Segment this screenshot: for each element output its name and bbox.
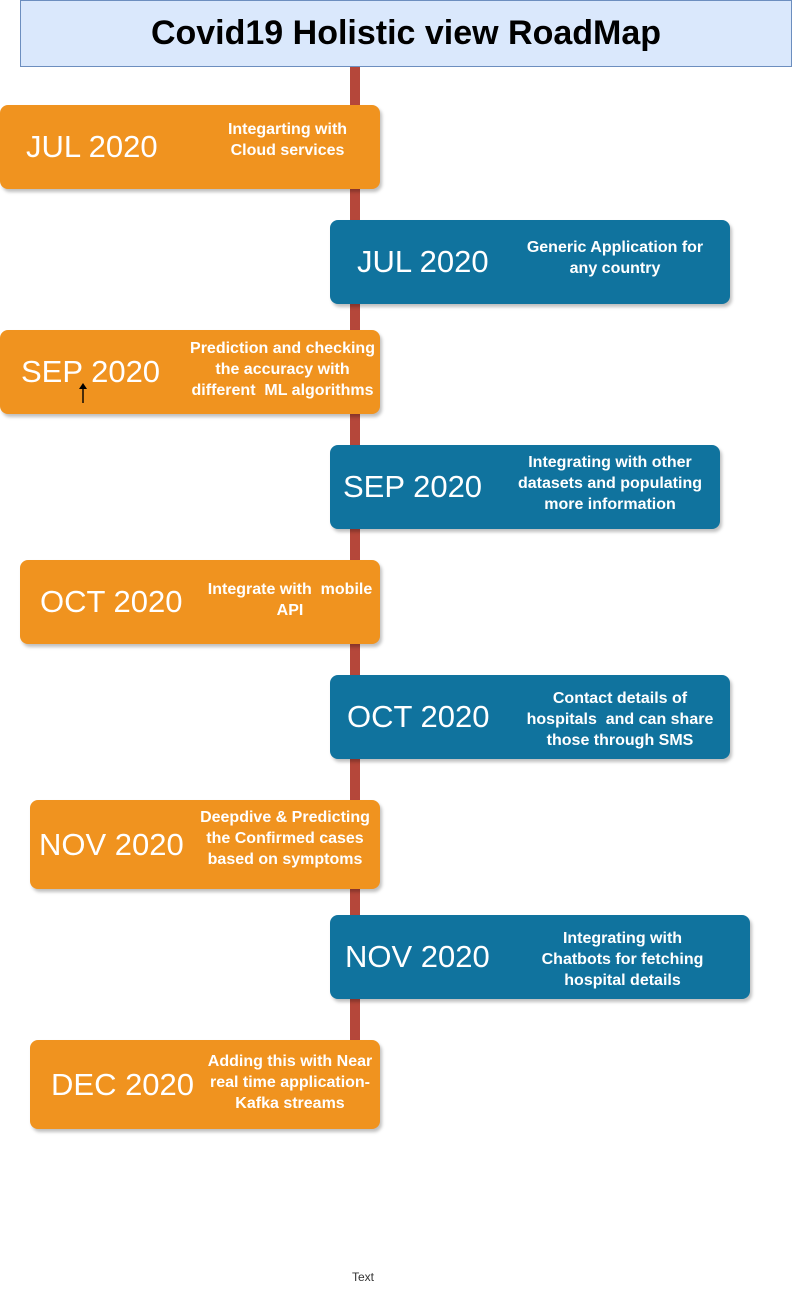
footer-text: Text [351, 1270, 374, 1284]
milestone-date: NOV 2020 [39, 826, 184, 862]
milestone-description: Contact details of hospitals and can sha… [526, 690, 714, 749]
milestone-date: OCT 2020 [40, 584, 183, 619]
milestone-description: Deepdive & Predicting the Confirmed case… [200, 809, 370, 868]
title-box: Covid19 Holistic view RoadMap [20, 0, 792, 67]
arrow-icon [79, 383, 87, 403]
milestone-description: Integarting with Cloud services [227, 121, 348, 159]
page-title: Covid19 Holistic view RoadMap [150, 14, 662, 52]
milestone-date: JUL 2020 [26, 129, 158, 164]
milestone-description: Generic Application for any country [526, 239, 704, 277]
milestone-card-jul-2020-cloud[interactable]: JUL 2020 Integarting with Cloud services [0, 105, 380, 189]
milestone-description: Integrating with Chatbots for fetching h… [541, 930, 704, 989]
milestone-date: JUL 2020 [357, 244, 489, 279]
milestone-description: Integrate with mobile API [207, 581, 373, 619]
milestone-card-dec-2020-kafka[interactable]: DEC 2020 Adding this with Near real time… [30, 1040, 380, 1129]
milestone-date: SEP 2020 [343, 469, 483, 504]
milestone-card-oct-2020-mobile[interactable]: OCT 2020 Integrate with mobile API [20, 560, 380, 644]
milestone-description: Prediction and checking the accuracy wit… [190, 340, 375, 399]
milestone-description: Integrating with other datasets and popu… [517, 454, 702, 513]
milestone-date: DEC 2020 [51, 1066, 195, 1102]
milestone-card-nov-2020-chatbots[interactable]: NOV 2020 Integrating with Chatbots for f… [330, 915, 750, 999]
milestone-date: OCT 2020 [347, 699, 490, 734]
milestone-card-nov-2020-deepdive[interactable]: NOV 2020 Deepdive & Predicting the Confi… [30, 800, 380, 889]
milestone-description: Adding this with Near real time applicat… [207, 1053, 373, 1112]
milestone-card-oct-2020-hospitals[interactable]: OCT 2020 Contact details of hospitals an… [330, 675, 730, 759]
milestone-card-sep-2020-prediction[interactable]: SEP 2020 Prediction and checking the acc… [0, 330, 380, 414]
milestone-card-jul-2020-generic[interactable]: JUL 2020 Generic Application for any cou… [330, 220, 730, 304]
milestone-date: NOV 2020 [345, 939, 490, 974]
milestone-card-sep-2020-datasets[interactable]: SEP 2020 Integrating with other datasets… [330, 445, 720, 529]
milestone-date: SEP 2020 [21, 354, 161, 389]
